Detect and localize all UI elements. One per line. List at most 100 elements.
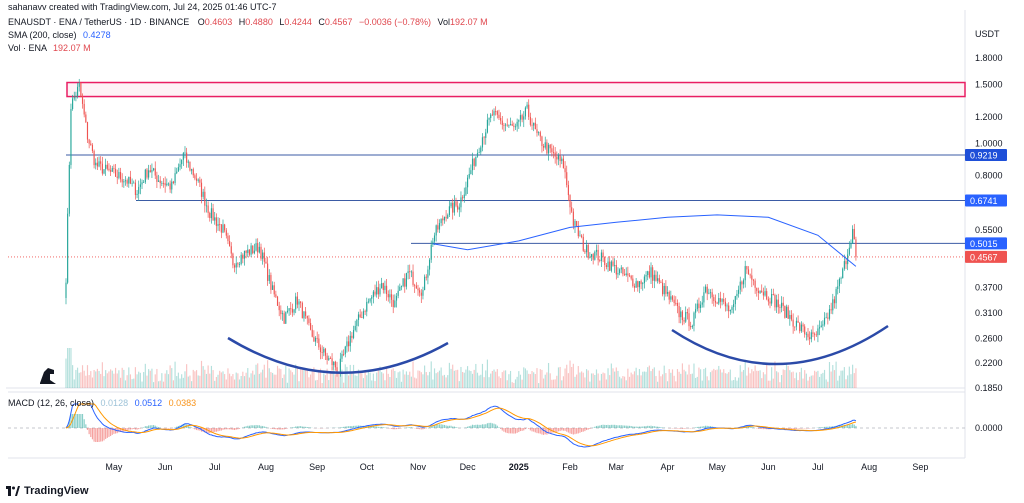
volume-bar bbox=[324, 375, 327, 388]
volume-bar bbox=[293, 374, 295, 388]
macd-histogram-bar bbox=[541, 428, 543, 435]
volume-bar bbox=[75, 369, 77, 388]
volume-bar bbox=[822, 372, 824, 388]
macd-histogram-bar bbox=[625, 425, 627, 428]
candle-body bbox=[810, 332, 812, 340]
macd-histogram-bar bbox=[356, 425, 358, 428]
volume-bar bbox=[103, 376, 105, 388]
volume-bar bbox=[224, 374, 226, 388]
volume-bar bbox=[172, 380, 174, 388]
candle-body bbox=[559, 155, 561, 162]
volume-bar bbox=[101, 362, 103, 388]
macd-histogram-bar bbox=[516, 428, 518, 433]
macd-legend: MACD (12, 26, close) 0.0128 0.0512 0.038… bbox=[8, 398, 196, 408]
macd-histogram-bar bbox=[797, 428, 799, 429]
macd-histogram-bar bbox=[491, 423, 493, 428]
macd-histogram-bar bbox=[584, 428, 586, 432]
candle-body bbox=[166, 183, 168, 186]
macd-histogram-bar bbox=[381, 426, 383, 428]
candle-body bbox=[263, 252, 265, 262]
macd-histogram-bar bbox=[376, 426, 378, 428]
volume-bar bbox=[604, 373, 606, 388]
volume-bar bbox=[166, 370, 168, 388]
candle-body bbox=[224, 224, 226, 231]
macd-histogram-bar bbox=[212, 428, 214, 433]
volume-bar bbox=[784, 370, 786, 388]
volume-bar bbox=[265, 377, 267, 388]
volume-bar bbox=[556, 375, 558, 388]
macd-histogram-bar bbox=[823, 426, 826, 428]
volume-bar bbox=[850, 374, 852, 388]
macd-histogram-bar bbox=[680, 428, 682, 429]
volume-bar bbox=[771, 367, 773, 388]
macd-histogram-bar bbox=[420, 428, 422, 430]
macd-histogram-bar bbox=[790, 428, 793, 429]
candle-body bbox=[361, 317, 363, 319]
candle-body bbox=[133, 182, 135, 184]
candle-body bbox=[189, 161, 191, 171]
volume-bar bbox=[617, 370, 619, 388]
volume-bar bbox=[675, 381, 677, 388]
candle-body bbox=[757, 290, 760, 293]
candles bbox=[65, 78, 857, 377]
volume-bar bbox=[769, 380, 771, 388]
volume-bar bbox=[653, 367, 655, 388]
macd-histogram-bar bbox=[417, 428, 419, 429]
volume-bar bbox=[490, 373, 492, 388]
volume-bar bbox=[670, 372, 672, 388]
price-tick-label: 0.1850 bbox=[975, 383, 1003, 393]
volume-bar bbox=[607, 368, 609, 388]
candle-body bbox=[450, 202, 452, 207]
macd-histogram-bar bbox=[471, 424, 474, 428]
volume-bar bbox=[425, 372, 427, 388]
volume-bar bbox=[336, 366, 338, 388]
candle-body bbox=[349, 335, 351, 347]
macd-histogram-bar bbox=[488, 422, 490, 428]
macd-histogram-bar bbox=[538, 428, 540, 434]
volume-bar bbox=[386, 366, 388, 388]
candle-body bbox=[686, 312, 688, 314]
time-tick-label: Sep bbox=[912, 462, 928, 472]
candle-body bbox=[662, 282, 664, 295]
macd-histogram-bar bbox=[453, 426, 455, 428]
macd-label: MACD (12, 26, close) bbox=[8, 398, 95, 408]
volume-bar bbox=[665, 373, 667, 388]
volume-bar bbox=[852, 364, 854, 388]
macd-histogram-bar bbox=[149, 425, 151, 428]
tradingview-brand[interactable]: TradingView bbox=[6, 485, 89, 497]
candle-body bbox=[276, 296, 279, 306]
volume-bar bbox=[711, 370, 713, 388]
macd-histogram-bar bbox=[509, 428, 512, 434]
candle-body bbox=[187, 161, 189, 163]
volume-bar bbox=[65, 358, 67, 388]
candle-body bbox=[70, 108, 72, 165]
candle-body bbox=[666, 292, 669, 294]
macd-histogram-bar bbox=[506, 428, 508, 434]
volume-bar bbox=[222, 371, 224, 388]
macd-histogram-bar bbox=[495, 424, 497, 428]
candle-body bbox=[268, 275, 270, 281]
macd-histogram-bar bbox=[620, 425, 622, 428]
macd-histogram-bar bbox=[533, 428, 535, 432]
close-value: 0.4567 bbox=[324, 17, 353, 27]
volume-bar bbox=[470, 371, 472, 388]
volume-bar bbox=[501, 372, 503, 388]
volume-bar bbox=[209, 373, 211, 388]
volume-bar bbox=[310, 374, 312, 388]
candle-body bbox=[476, 153, 479, 157]
volume-bar bbox=[614, 371, 616, 388]
volume-bar bbox=[356, 375, 358, 388]
volume-bar bbox=[361, 373, 363, 388]
macd-histogram-bar bbox=[103, 428, 105, 441]
macd-histogram-bar bbox=[399, 428, 401, 429]
volume-bar bbox=[427, 375, 429, 388]
volume-bar bbox=[138, 371, 140, 388]
candle-body bbox=[609, 261, 611, 271]
volume-bar bbox=[124, 380, 127, 388]
macd-histogram-bar bbox=[154, 425, 156, 428]
volume-bar bbox=[93, 370, 95, 388]
macd-histogram-bar bbox=[638, 426, 641, 428]
volume-bar bbox=[789, 370, 791, 388]
macd-histogram-bar bbox=[635, 426, 637, 428]
candle-body bbox=[471, 158, 474, 171]
